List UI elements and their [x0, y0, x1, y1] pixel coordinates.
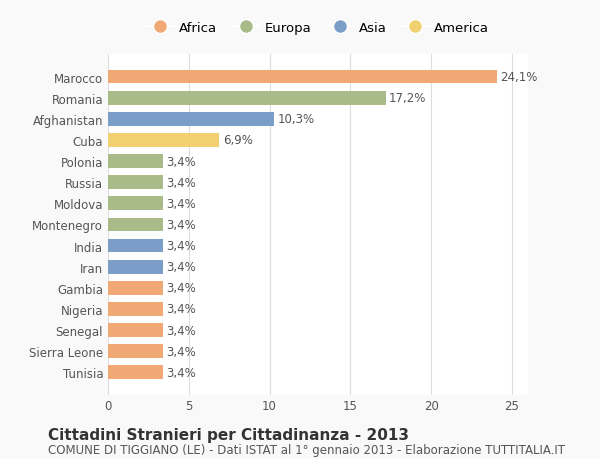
Bar — [108, 155, 163, 168]
Bar — [108, 92, 386, 105]
Bar — [108, 345, 163, 358]
Bar — [108, 260, 163, 274]
Bar — [108, 218, 163, 232]
Bar — [108, 324, 163, 337]
Bar — [108, 112, 274, 126]
Text: COMUNE DI TIGGIANO (LE) - Dati ISTAT al 1° gennaio 2013 - Elaborazione TUTTITALI: COMUNE DI TIGGIANO (LE) - Dati ISTAT al … — [48, 443, 565, 456]
Bar — [108, 176, 163, 190]
Text: 24,1%: 24,1% — [500, 71, 538, 84]
Legend: Africa, Europa, Asia, America: Africa, Europa, Asia, America — [143, 17, 493, 39]
Text: 3,4%: 3,4% — [166, 303, 196, 316]
Bar — [108, 366, 163, 379]
Text: 3,4%: 3,4% — [166, 366, 196, 379]
Text: 17,2%: 17,2% — [389, 92, 427, 105]
Text: 3,4%: 3,4% — [166, 218, 196, 231]
Bar — [108, 197, 163, 211]
Bar — [108, 239, 163, 253]
Text: 10,3%: 10,3% — [278, 113, 315, 126]
Bar — [108, 281, 163, 295]
Text: 3,4%: 3,4% — [166, 155, 196, 168]
Text: 6,9%: 6,9% — [223, 134, 253, 147]
Text: 3,4%: 3,4% — [166, 240, 196, 252]
Text: 3,4%: 3,4% — [166, 261, 196, 274]
Text: 3,4%: 3,4% — [166, 176, 196, 189]
Bar — [108, 71, 497, 84]
Text: 3,4%: 3,4% — [166, 324, 196, 337]
Text: 3,4%: 3,4% — [166, 282, 196, 295]
Text: 3,4%: 3,4% — [166, 345, 196, 358]
Bar — [108, 302, 163, 316]
Text: 3,4%: 3,4% — [166, 197, 196, 210]
Bar — [108, 134, 220, 147]
Text: Cittadini Stranieri per Cittadinanza - 2013: Cittadini Stranieri per Cittadinanza - 2… — [48, 427, 409, 442]
